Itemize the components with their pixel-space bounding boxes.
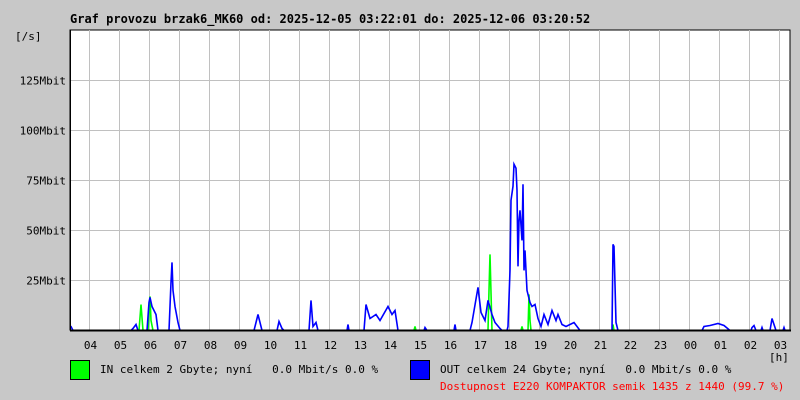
availability-text: Dostupnost E220 KOMPAKTOR semik 1435 z 1…	[440, 380, 785, 393]
x-tick-label: 06	[144, 339, 157, 352]
x-tick-label: 02	[744, 339, 757, 352]
y-tick-label: 125Mbit	[20, 75, 66, 88]
y-tick-label: 75Mbit	[26, 175, 66, 188]
x-tick-label: 21	[594, 339, 607, 352]
x-tick-label: 15	[414, 339, 427, 352]
chart-title: Graf provozu brzak6_MK60 od: 2025-12-05 …	[70, 12, 591, 26]
legend-in-text: IN celkem 2 Gbyte; nyní 0.0 Mbit/s 0.0 %	[100, 363, 379, 376]
y-tick-label: 25Mbit	[26, 275, 66, 288]
x-tick-label: 05	[114, 339, 127, 352]
x-tick-label: 04	[84, 339, 98, 352]
x-tick-label: 19	[534, 339, 547, 352]
x-tick-label: 18	[504, 339, 517, 352]
x-tick-label: 12	[324, 339, 337, 352]
x-tick-label: 10	[264, 339, 277, 352]
x-tick-label: 09	[234, 339, 247, 352]
x-tick-label: 20	[564, 339, 577, 352]
legend-out-text: OUT celkem 24 Gbyte; nyní 0.0 Mbit/s 0.0…	[440, 363, 732, 376]
y-tick-label: 50Mbit	[26, 225, 66, 238]
legend-in-swatch	[70, 360, 90, 380]
x-tick-label: 07	[174, 339, 187, 352]
x-tick-label: 03	[774, 339, 787, 352]
legend-out-swatch	[410, 360, 430, 380]
x-tick-label: 00	[684, 339, 697, 352]
x-tick-label: 16	[444, 339, 457, 352]
x-tick-label: 13	[354, 339, 367, 352]
x-tick-label: 23	[654, 339, 667, 352]
x-tick-label: 01	[714, 339, 727, 352]
x-tick-label: 22	[624, 339, 637, 352]
y-axis-unit-label: [/s]	[15, 30, 42, 43]
y-tick-label: 100Mbit	[20, 125, 66, 138]
x-axis-unit-label: [h]	[769, 351, 789, 364]
x-tick-label: 11	[294, 339, 307, 352]
x-tick-label: 14	[384, 339, 398, 352]
x-tick-label: 17	[474, 339, 487, 352]
x-tick-label: 08	[204, 339, 217, 352]
